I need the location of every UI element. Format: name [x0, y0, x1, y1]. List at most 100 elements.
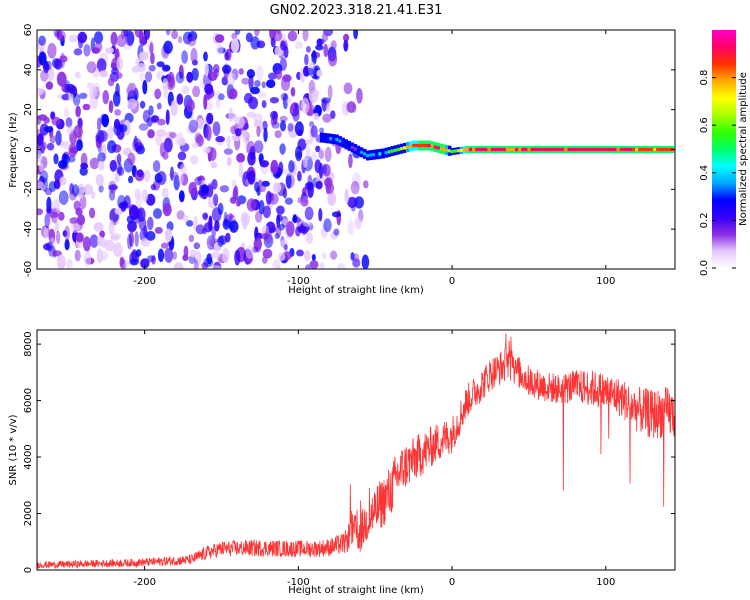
noise-cell — [44, 213, 50, 229]
y-tick-label: 6000 — [23, 388, 34, 413]
noise-cell — [319, 127, 325, 134]
noise-cell — [305, 46, 311, 53]
signal-cell — [598, 147, 602, 152]
y-tick-label: -40 — [23, 221, 34, 237]
noise-cell — [203, 51, 208, 62]
noise-cell — [70, 222, 80, 233]
noise-cell — [92, 47, 100, 54]
signal-cell — [319, 135, 324, 140]
noise-cell — [110, 31, 118, 46]
noise-cell — [274, 232, 280, 240]
noise-cell — [178, 173, 184, 184]
noise-cell — [275, 69, 283, 80]
noise-cell — [258, 185, 267, 193]
snr-y-axis-label: SNR (10 * v/v) — [8, 414, 19, 485]
noise-cell — [235, 128, 242, 137]
signal-cell — [430, 144, 435, 148]
noise-cell — [343, 82, 353, 95]
noise-cell — [305, 145, 311, 161]
noise-cell — [97, 160, 105, 171]
signal-cell — [622, 147, 627, 152]
noise-cell — [43, 227, 49, 240]
noise-cell — [262, 205, 271, 219]
noise-cell — [86, 82, 95, 89]
noise-cell — [287, 122, 294, 132]
signal-cell — [375, 152, 379, 156]
noise-cell — [261, 81, 266, 89]
noise-cell — [120, 258, 126, 269]
noise-cell — [276, 205, 285, 215]
y-tick-label: -20 — [23, 181, 34, 197]
signal-cell — [502, 147, 507, 152]
noise-cell — [309, 260, 319, 269]
noise-cell — [278, 161, 284, 175]
noise-cell — [144, 30, 151, 40]
noise-cell — [157, 248, 165, 263]
signal-cell — [610, 147, 614, 152]
noise-cell — [114, 173, 120, 183]
noise-cell — [305, 264, 311, 269]
noise-cell — [316, 38, 323, 48]
noise-cell — [176, 210, 185, 220]
noise-cell — [147, 129, 155, 139]
noise-cell — [68, 143, 78, 158]
noise-cell — [77, 183, 85, 199]
noise-cell — [294, 145, 303, 162]
signal-cell — [475, 147, 479, 152]
noise-cell — [179, 163, 188, 175]
signal-cell — [372, 153, 376, 157]
noise-cell — [222, 218, 231, 230]
noise-cell — [269, 97, 279, 104]
noise-cell — [350, 180, 360, 195]
noise-cell — [232, 187, 238, 202]
noise-cell — [74, 249, 81, 262]
noise-cell — [273, 30, 283, 42]
noise-cell — [347, 219, 355, 236]
noise-cell — [243, 92, 253, 104]
noise-cell — [46, 206, 52, 214]
noise-cell — [47, 66, 55, 82]
noise-cell — [333, 228, 340, 236]
signal-cell — [628, 147, 633, 152]
signal-cell — [558, 147, 562, 152]
noise-cell — [49, 135, 56, 144]
colorbar-tick-label: 0.2 — [699, 212, 710, 228]
signal-cell — [542, 147, 547, 152]
signal-cell — [462, 148, 467, 152]
noise-cell — [95, 174, 105, 187]
colorbar-tick-label: 0.6 — [699, 117, 710, 133]
noise-cell — [218, 93, 225, 101]
noise-cell — [99, 70, 108, 78]
noise-cell — [236, 153, 246, 163]
noise-cell — [116, 34, 127, 47]
noise-cell — [93, 222, 104, 232]
noise-cell — [79, 92, 88, 100]
noise-cell — [55, 230, 61, 245]
noise-cell — [229, 220, 239, 233]
noise-cell — [175, 71, 185, 84]
noise-cell — [139, 31, 146, 47]
noise-cell — [321, 97, 331, 104]
noise-cell — [64, 106, 69, 119]
noise-cell — [89, 207, 96, 219]
noise-cell — [294, 102, 299, 110]
noise-cell — [53, 153, 59, 165]
noise-cell — [236, 200, 241, 207]
noise-cell — [331, 211, 341, 218]
noise-cell — [68, 93, 75, 101]
signal-cell — [402, 146, 407, 150]
noise-cell — [58, 190, 69, 205]
noise-cell — [102, 90, 109, 105]
noise-cell — [361, 254, 370, 269]
noise-cell — [295, 226, 301, 237]
signal-cell — [469, 147, 473, 152]
noise-cell — [304, 53, 309, 66]
signal-cell — [638, 147, 642, 152]
noise-cell — [286, 96, 292, 105]
signal-cell — [570, 147, 574, 152]
noise-cell — [45, 81, 54, 90]
noise-cell — [66, 126, 74, 135]
noise-cell — [274, 130, 282, 139]
signal-cell — [439, 147, 444, 151]
noise-cell — [211, 179, 218, 190]
